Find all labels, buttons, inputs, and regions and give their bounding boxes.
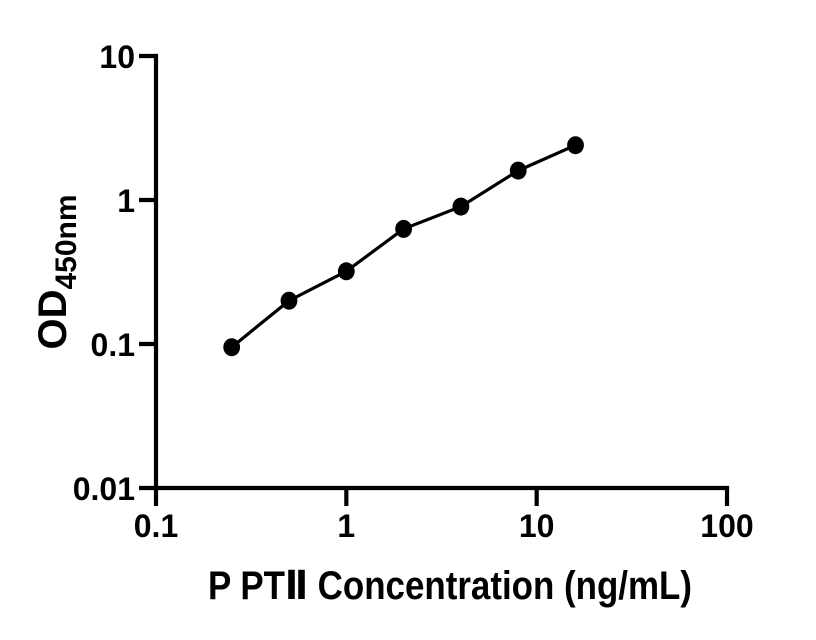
- data-point: [395, 219, 412, 238]
- y-axis-ticks: [139, 53, 156, 491]
- y-tick-label: 1: [117, 183, 135, 219]
- x-axis-ticks: [153, 487, 730, 506]
- data-point: [567, 136, 584, 155]
- y-axis-title-subscript: 450nm: [50, 194, 83, 289]
- x-tick-label: 0.1: [134, 508, 178, 544]
- axes-frame: [153, 53, 730, 491]
- data-point-markers: [223, 136, 584, 357]
- x-axis-tick-labels: 0.1 1 10 100: [134, 508, 754, 544]
- data-point: [280, 291, 298, 310]
- y-tick-label: 0.1: [91, 327, 135, 363]
- data-point: [223, 338, 241, 357]
- data-point: [452, 197, 470, 216]
- x-tick-label: 100: [700, 508, 753, 544]
- y-axis-title: OD450nm: [31, 194, 83, 349]
- data-point: [509, 161, 527, 180]
- y-axis-title-main: OD: [31, 290, 75, 350]
- data-point: [337, 262, 355, 281]
- y-tick-label: 0.01: [73, 471, 135, 507]
- x-tick-label: 10: [519, 508, 555, 544]
- y-axis-tick-labels: 10 1 0.1 0.01: [73, 39, 135, 507]
- y-tick-label: 10: [99, 39, 135, 75]
- x-tick-label: 1: [337, 508, 355, 544]
- x-axis-title: P PTⅡ Concentration (ng/mL): [208, 564, 692, 608]
